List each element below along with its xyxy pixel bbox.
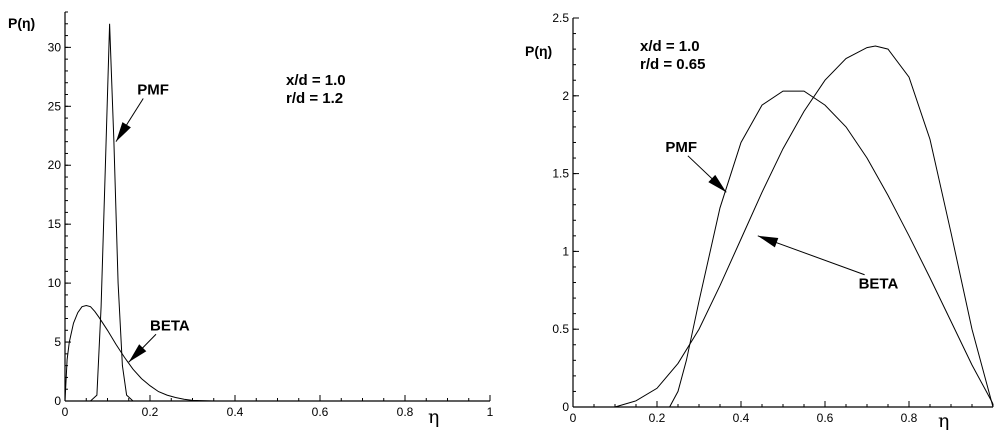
right-series-layer — [614, 45, 994, 408]
left-x-tick-labels: 0 0.2 0.4 0.6 0.8 1 — [62, 405, 494, 419]
right-y-axis-label: P(η) — [525, 43, 552, 59]
right-x-tick-labels: 0 0.2 0.4 0.6 0.8 — [570, 411, 918, 425]
right-y-tick-label: 2.5 — [552, 11, 569, 25]
right-y-tick-label: 1.5 — [552, 167, 569, 181]
right-annotation-beta: BETA — [859, 276, 899, 293]
left-y-tick-label: 15 — [48, 217, 62, 231]
right-annotation-layer: PMF BETA — [665, 139, 898, 293]
left-x-tick-label: 0.6 — [312, 405, 329, 419]
left-y-tick-label: 5 — [54, 335, 61, 349]
left-annotation-layer: PMF BETA — [115, 82, 190, 363]
left-y-tick-label: 0 — [54, 394, 61, 408]
left-y-tick-label: 10 — [48, 276, 62, 290]
right-y-tick-label: 0.5 — [552, 322, 569, 336]
left-x-tick-label: 0.2 — [142, 405, 159, 419]
right-annotation-pmf-arrow-head — [708, 174, 727, 193]
left-series-beta-line — [64, 304, 490, 402]
left-annotation-pmf-arrow-head — [116, 122, 131, 142]
left-y-tick-label: 20 — [48, 158, 62, 172]
left-condition-x: x/d = 1.0 — [286, 72, 346, 89]
right-y-tick-labels: 0 0.5 1 1.5 2 2.5 — [552, 11, 569, 414]
left-y-axis-label: P(η) — [8, 15, 35, 31]
right-x-tick-label: 0.4 — [733, 411, 750, 425]
right-x-axis-label: η — [938, 410, 949, 430]
right-axis-layer — [572, 17, 994, 408]
right-annotation-pmf: PMF — [665, 139, 697, 156]
left-y-tick-label: 30 — [48, 40, 62, 54]
left-series-pmf-line — [65, 23, 490, 402]
left-axis-layer — [64, 11, 491, 402]
right-y-tick-label: 0 — [562, 400, 569, 414]
left-annotation-pmf: PMF — [137, 82, 169, 99]
right-condition-x: x/d = 1.0 — [640, 38, 700, 55]
left-annotation-beta-arrow-head — [128, 344, 147, 363]
left-chart: 0 0.2 0.4 0.6 0.8 1 0 5 10 15 20 25 30 PMF BETA P(η)… — [8, 11, 494, 428]
right-condition-r: r/d = 0.65 — [640, 56, 705, 73]
left-x-tick-label: 0 — [62, 405, 69, 419]
right-x-tick-label: 0 — [570, 411, 577, 425]
right-x-tick-label: 0.2 — [649, 411, 666, 425]
right-x-tick-label: 0.8 — [901, 411, 918, 425]
left-x-axis-label: η — [428, 406, 439, 428]
left-annotation-beta: BETA — [150, 317, 190, 334]
left-series-layer — [64, 23, 490, 402]
left-y-tick-labels: 0 5 10 15 20 25 30 — [48, 40, 62, 408]
left-x-tick-label: 0.8 — [397, 405, 414, 419]
left-y-tick-label: 25 — [48, 99, 62, 113]
right-y-tick-label: 2 — [562, 89, 569, 103]
left-condition-r: r/d = 1.2 — [286, 90, 343, 107]
right-series-beta-line — [614, 45, 994, 408]
left-x-tick-label: 1 — [487, 405, 494, 419]
left-x-tick-label: 0.4 — [227, 405, 244, 419]
right-x-tick-label: 0.6 — [817, 411, 834, 425]
right-annotation-beta-arrow-head — [757, 235, 779, 248]
right-y-tick-label: 1 — [562, 244, 569, 258]
right-series-pmf-line — [669, 90, 994, 408]
